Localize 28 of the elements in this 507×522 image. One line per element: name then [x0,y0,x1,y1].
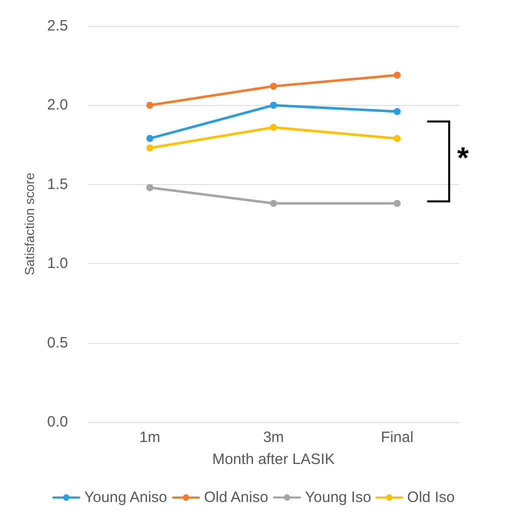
legend-label: Young Iso [305,489,372,506]
point [146,102,154,109]
point [394,72,401,79]
x-tick-label: 1m [139,429,160,446]
point [394,134,401,142]
point [146,184,154,192]
y-tick-label: 1.0 [47,255,68,272]
y-tick-label: 2.5 [47,18,68,34]
point [146,134,154,142]
point [394,108,401,116]
legend-label: Young Aniso [84,489,168,506]
annotation: * [457,142,470,175]
y-tick-label: 1.5 [47,176,68,193]
point [270,82,277,90]
point [270,200,277,207]
y-tick-label: 0.5 [47,334,68,352]
point [270,124,277,131]
point [270,102,277,109]
legend-label: Old Aniso [204,489,268,506]
x-tick-label: Final [380,429,414,446]
point [394,200,401,207]
y-tick-label: 2.0 [47,96,68,114]
point [146,144,154,152]
legend-label: Old Iso [407,489,455,506]
y-axis-title: Satisfaction score [22,172,37,276]
x-tick-label: 3m [263,429,284,446]
y-tick-label: 0.0 [47,414,68,430]
x-axis-title: Month after LASIK [212,451,335,468]
